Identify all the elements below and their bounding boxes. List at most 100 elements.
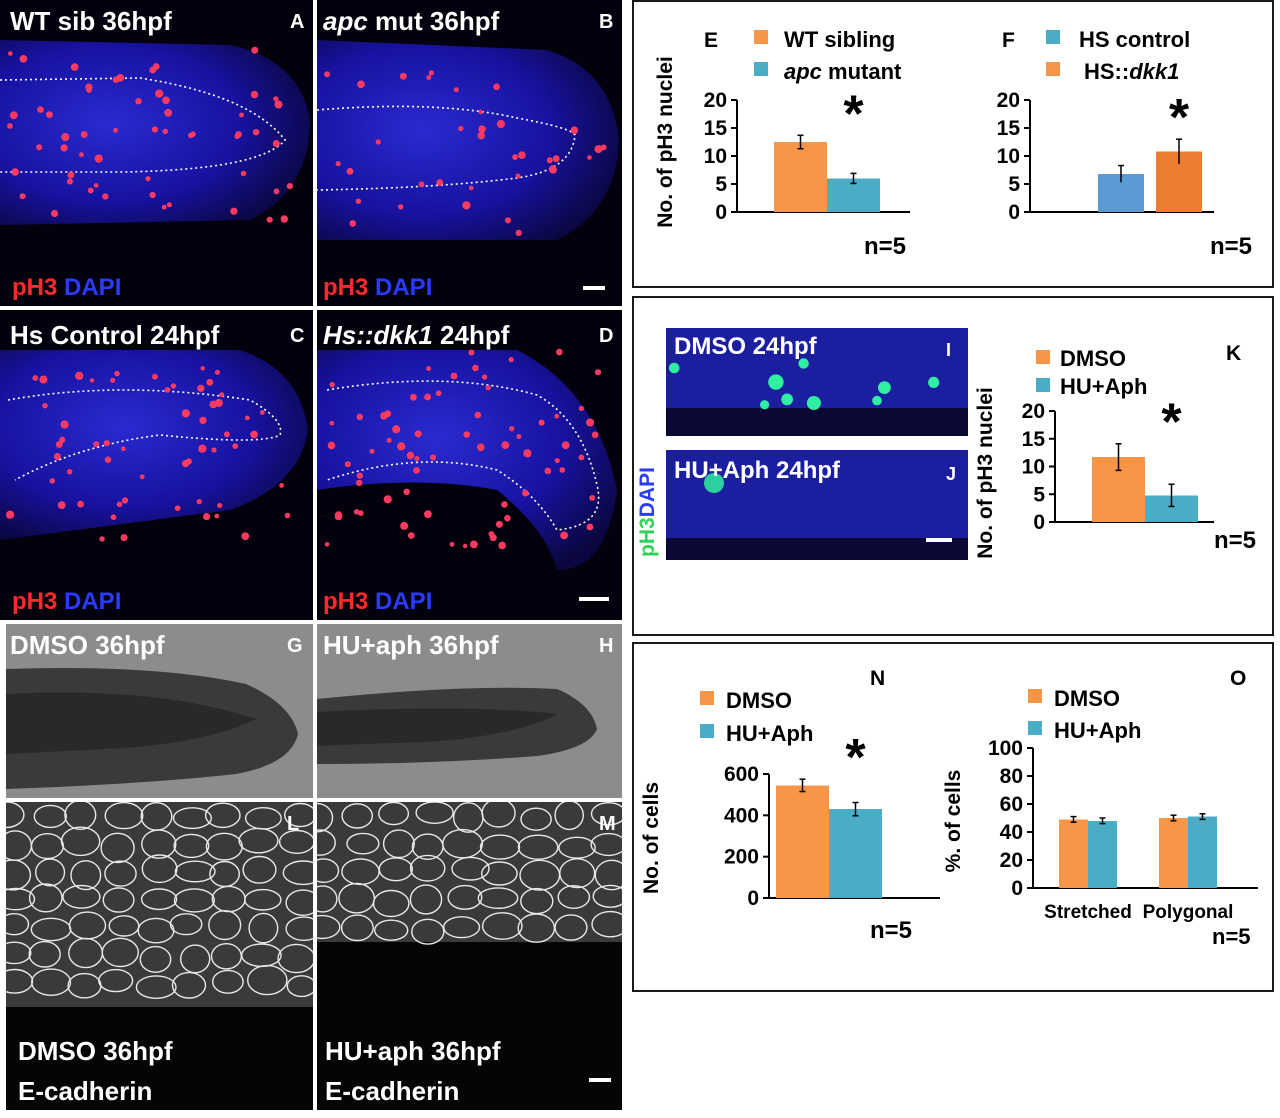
nucleus xyxy=(203,513,211,521)
nucleus xyxy=(94,154,103,163)
y-tick-label: 0 xyxy=(1008,201,1020,224)
x-tick-label: Stretched xyxy=(1044,902,1132,923)
cell-outline xyxy=(479,834,521,860)
nucleus xyxy=(561,441,570,450)
nucleus xyxy=(418,181,425,188)
y-tick-label: 20 xyxy=(1000,849,1023,872)
legend-o-swatch-2 xyxy=(1028,721,1042,735)
panel-l-title: DMSO 36hpf xyxy=(18,1036,173,1066)
nucleus xyxy=(356,472,363,479)
bar xyxy=(1188,816,1217,888)
y-tick-label: 80 xyxy=(1000,765,1023,788)
chart-e-letter: E xyxy=(704,29,718,52)
nucleus xyxy=(224,431,230,438)
nucleus xyxy=(369,448,375,454)
chart-o-ylabel: %. of cells xyxy=(942,770,965,873)
micrograph-d-image xyxy=(317,310,622,620)
cell-outline xyxy=(141,829,177,859)
significance-star: * xyxy=(1161,394,1182,452)
cell-outline xyxy=(317,885,338,913)
cell-outline xyxy=(243,888,282,911)
nucleus xyxy=(232,443,238,449)
x-tick-label: Polygonal xyxy=(1143,902,1234,923)
nucleus xyxy=(428,70,434,76)
nucleus xyxy=(145,176,151,182)
nucleus xyxy=(594,369,602,376)
cell-outline xyxy=(141,854,178,884)
cell-outline xyxy=(286,975,313,998)
nucleus xyxy=(485,385,491,391)
micrograph-m-image xyxy=(317,802,622,1110)
nucleus xyxy=(67,469,73,475)
micrograph-panel-h: HU+aph 36hpf H xyxy=(317,624,622,798)
nucleus xyxy=(559,467,566,473)
y-tick-label: 100 xyxy=(988,737,1023,760)
nucleus xyxy=(46,111,53,118)
nucleus xyxy=(806,396,821,410)
nucleus xyxy=(546,157,553,164)
nucleus xyxy=(508,357,514,363)
scale-bar xyxy=(589,1078,611,1082)
nucleus xyxy=(86,87,92,93)
nucleus xyxy=(214,369,220,375)
nucleus xyxy=(426,75,432,80)
cell-outline xyxy=(443,916,481,939)
bar xyxy=(829,809,882,898)
nucleus xyxy=(477,443,485,452)
nucleus xyxy=(516,434,522,439)
bar xyxy=(776,785,829,898)
nucleus xyxy=(66,178,73,185)
nucleus xyxy=(392,425,401,434)
nucleus xyxy=(11,168,19,176)
y-tick-label: 15 xyxy=(997,117,1021,140)
panel-a-letter: A xyxy=(290,11,305,33)
nucleus xyxy=(501,501,508,508)
legend-n-label-2: HU+Aph xyxy=(726,721,813,746)
panel-c-title: Hs Control 24hpf xyxy=(10,320,220,350)
cell-outline xyxy=(135,975,177,1000)
cell-outline xyxy=(590,802,622,826)
legend-o-swatch-1 xyxy=(1028,689,1042,703)
chart-o-letter: O xyxy=(1230,667,1246,690)
nucleus xyxy=(51,209,59,218)
cell-outline xyxy=(282,860,313,886)
nucleus xyxy=(53,453,61,460)
y-tick-label: 20 xyxy=(997,89,1020,112)
nucleus xyxy=(458,125,464,132)
cell-outline xyxy=(204,802,241,829)
cell-outline xyxy=(317,914,341,940)
legend-n-swatch-2 xyxy=(700,724,714,738)
nucleus xyxy=(468,185,474,191)
nucleus xyxy=(375,139,381,145)
nucleus xyxy=(284,512,291,519)
cell-outline xyxy=(28,883,63,913)
cell-outline xyxy=(33,804,67,829)
panel-l-letter: L xyxy=(287,813,300,835)
nucleus xyxy=(235,131,242,138)
nucleus xyxy=(61,133,70,141)
legend-k-label-2: HU+Aph xyxy=(1060,374,1147,399)
y-tick-label: 10 xyxy=(704,145,727,168)
nucleus xyxy=(358,510,364,516)
nucleus xyxy=(704,473,724,493)
charts-ef-svg: E WT sibling apc mutant No. of pH3 nucle… xyxy=(654,27,1252,260)
nucleus xyxy=(403,488,410,495)
nucleus xyxy=(166,202,172,208)
y-tick-label: 5 xyxy=(1033,483,1045,506)
nucleus xyxy=(230,207,238,215)
cell-outline xyxy=(6,887,36,911)
nucleus xyxy=(152,373,158,380)
panel-b-stain: pH3 DAPI xyxy=(323,274,433,301)
nucleus xyxy=(250,430,258,439)
nucleus xyxy=(509,426,515,432)
panel-j-letter: J xyxy=(946,464,956,484)
panel-l-stain: E-cadherin xyxy=(18,1076,153,1106)
nucleus xyxy=(260,410,265,415)
cell-outline xyxy=(317,829,336,856)
cell-outline xyxy=(554,802,584,831)
legend-f-swatch-1 xyxy=(1046,30,1060,44)
nucleus xyxy=(273,188,280,195)
chart-k-ylabel: No. of pH3 nuclei xyxy=(974,387,997,559)
nucleus xyxy=(39,375,48,384)
nucleus xyxy=(398,204,404,210)
